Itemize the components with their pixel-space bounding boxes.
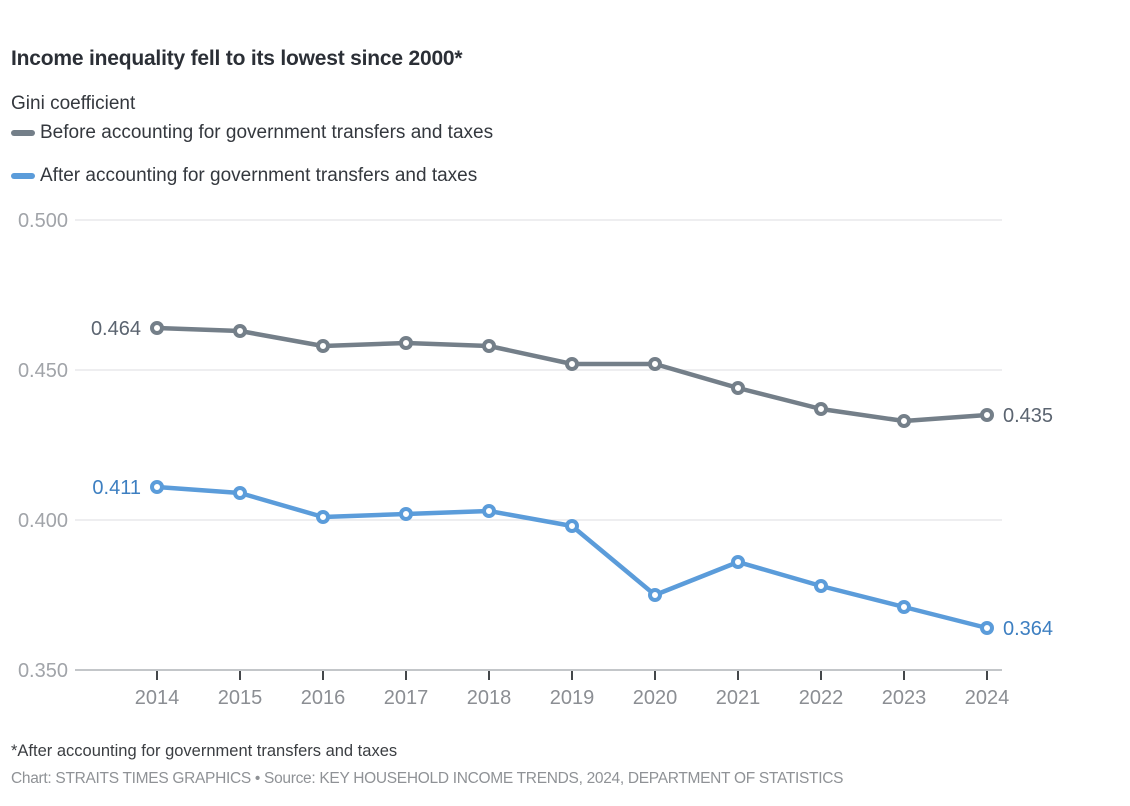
data-point-after-2024 — [980, 621, 994, 635]
legend-swatch-before-icon — [11, 130, 35, 136]
chart-footnote: *After accounting for government transfe… — [11, 742, 398, 760]
x-tick-label-2019: 2019 — [550, 687, 595, 709]
data-point-after-2018 — [482, 504, 496, 518]
legend-item-before: Before accounting for government transfe… — [11, 121, 493, 145]
data-point-after-2015 — [233, 486, 247, 500]
x-tick-label-2017: 2017 — [384, 687, 429, 709]
x-tick-label-2018: 2018 — [467, 687, 512, 709]
data-point-after-2019 — [565, 519, 579, 533]
data-point-after-2023 — [897, 600, 911, 614]
x-tick-label-2022: 2022 — [799, 687, 844, 709]
data-point-after-2017 — [399, 507, 413, 521]
data-point-after-2020 — [648, 588, 662, 602]
x-tick-label-2015: 2015 — [218, 687, 263, 709]
series-line-after — [154, 484, 990, 631]
x-tick-label-2023: 2023 — [882, 687, 927, 709]
legend-item-after: After accounting for government transfer… — [11, 164, 493, 188]
data-point-before-2021 — [731, 381, 745, 395]
legend-swatch-after-icon — [11, 173, 35, 179]
x-tick-label-2014: 2014 — [135, 687, 180, 709]
chart-title: Income inequality fell to its lowest sin… — [11, 47, 463, 71]
chart-subtitle: Gini coefficient — [11, 93, 136, 114]
data-point-before-2020 — [648, 357, 662, 371]
data-point-before-2024 — [980, 408, 994, 422]
data-point-before-2015 — [233, 324, 247, 338]
series-line-before — [154, 325, 990, 424]
data-point-before-2023 — [897, 414, 911, 428]
data-point-before-2014 — [150, 321, 164, 335]
data-point-before-2022 — [814, 402, 828, 416]
value-label-after-2014: 0.411 — [92, 477, 141, 499]
legend-label-after: After accounting for government transfer… — [40, 165, 478, 187]
data-point-before-2018 — [482, 339, 496, 353]
x-tick-label-2016: 2016 — [301, 687, 346, 709]
x-tick-label-2020: 2020 — [633, 687, 678, 709]
legend: Before accounting for government transfe… — [11, 121, 493, 207]
y-tick-label-0.350: 0.350 — [18, 660, 68, 682]
data-point-after-2022 — [814, 579, 828, 593]
y-tick-label-0.500: 0.500 — [18, 210, 68, 232]
series-before — [150, 321, 994, 428]
data-point-after-2014 — [150, 480, 164, 494]
data-point-before-2017 — [399, 336, 413, 350]
y-tick-label-0.400: 0.400 — [18, 510, 68, 532]
value-label-before-2014: 0.464 — [91, 318, 141, 340]
value-label-after-2024: 0.364 — [1003, 618, 1053, 640]
data-point-after-2016 — [316, 510, 330, 524]
series-after — [150, 480, 994, 635]
legend-label-before: Before accounting for government transfe… — [40, 122, 494, 144]
data-point-after-2021 — [731, 555, 745, 569]
chart-credit: Chart: STRAITS TIMES GRAPHICS • Source: … — [11, 770, 844, 787]
data-point-before-2016 — [316, 339, 330, 353]
x-tick-label-2021: 2021 — [716, 687, 761, 709]
data-point-before-2019 — [565, 357, 579, 371]
y-tick-label-0.450: 0.450 — [18, 360, 68, 382]
value-label-before-2024: 0.435 — [1003, 405, 1053, 427]
x-tick-label-2024: 2024 — [965, 687, 1010, 709]
